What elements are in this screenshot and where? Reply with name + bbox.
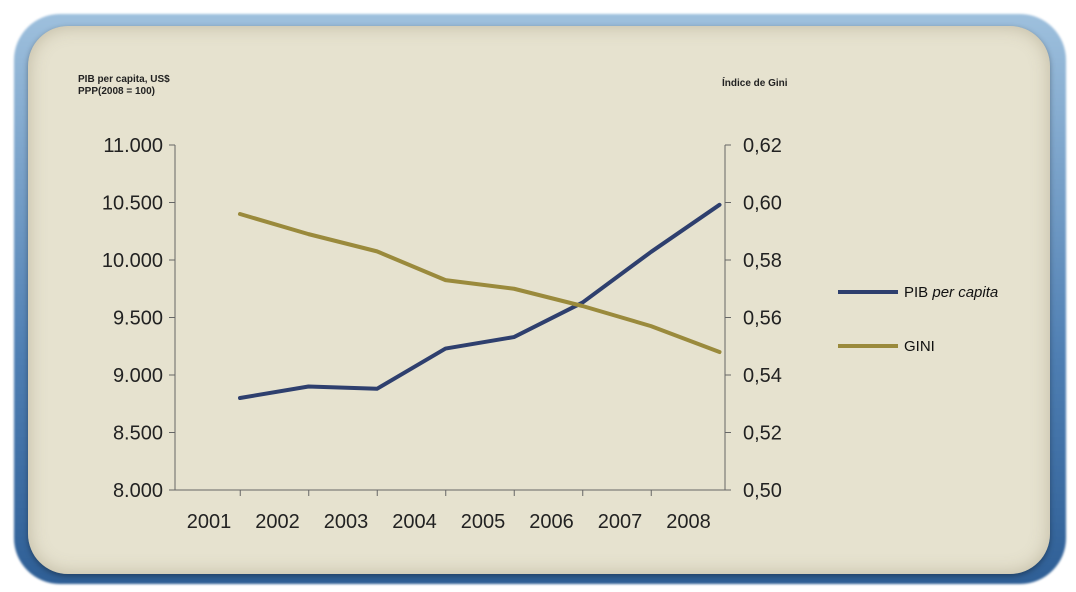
right-tick-label: 0,56 xyxy=(743,308,782,330)
right-tick-label: 0,58 xyxy=(743,250,782,272)
x-tick-label: 2003 xyxy=(324,511,369,533)
legend-swatch-pib xyxy=(838,290,898,294)
left-tick-label: 8.000 xyxy=(113,480,163,502)
legend-label-pib: PIB per capita xyxy=(904,283,999,301)
right-tick-label: 0,62 xyxy=(743,135,782,157)
left-tick-label: 10.500 xyxy=(102,193,163,215)
chart-panel xyxy=(28,26,1050,574)
left-tick-label: 9.000 xyxy=(113,365,163,387)
x-tick-label: 2005 xyxy=(461,511,506,533)
legend-item-pib: PIB per capita xyxy=(838,278,998,306)
x-tick-label: 2001 xyxy=(187,511,232,533)
series-line-gini xyxy=(238,212,722,354)
right-tick-label: 0,52 xyxy=(743,423,782,445)
right-tick-label: 0,60 xyxy=(743,193,782,215)
legend-swatch-gini xyxy=(838,344,898,348)
legend: PIB per capita GINI xyxy=(838,278,998,386)
left-tick-label: 9.500 xyxy=(113,308,163,330)
x-tick-label: 2006 xyxy=(529,511,574,533)
left-tick-label: 11.000 xyxy=(103,135,163,157)
left-tick-label: 8.500 xyxy=(113,423,163,445)
x-tick-label: 2004 xyxy=(392,511,437,533)
legend-label-gini: GINI xyxy=(904,337,935,355)
x-tick-label: 2008 xyxy=(666,511,711,533)
left-axis-title-line1: PIB per capita, US$ xyxy=(78,74,170,85)
right-tick-label: 0,50 xyxy=(743,480,782,502)
x-tick-label: 2002 xyxy=(255,511,300,533)
right-tick-label: 0,54 xyxy=(743,365,782,387)
x-tick-label: 2007 xyxy=(598,511,643,533)
right-axis-title: Índice de Gini xyxy=(722,78,788,89)
legend-item-gini: GINI xyxy=(838,332,998,360)
left-axis-title: PIB per capita, US$ PPP(2008 = 100) xyxy=(78,74,170,98)
left-tick-label: 10.000 xyxy=(102,250,163,272)
series-line-pib xyxy=(238,202,722,400)
left-axis-title-line2: PPP(2008 = 100) xyxy=(78,86,155,97)
